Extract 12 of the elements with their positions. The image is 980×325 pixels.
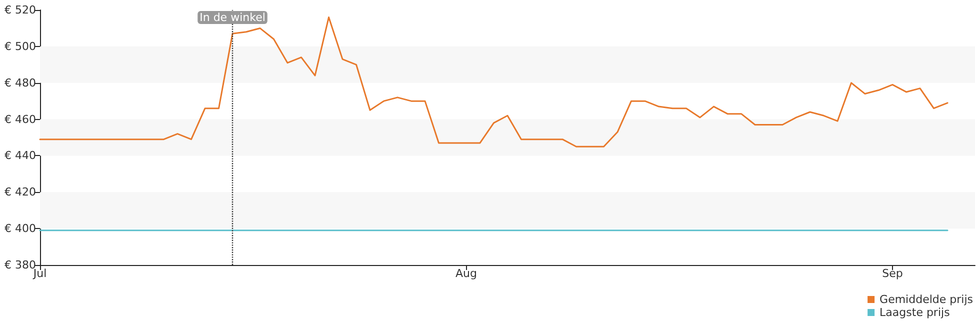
y-tick-label: € 500 — [4, 40, 36, 53]
y-tick-label: € 480 — [4, 76, 36, 90]
x-tick-label: Aug — [456, 267, 477, 280]
y-tick-label: € 400 — [4, 222, 36, 236]
x-tick-label: Sep — [882, 267, 903, 280]
legend-label: Laagste prijs — [880, 306, 950, 319]
y-tick-label: € 420 — [4, 186, 36, 199]
ref-line-label: In de winkel — [200, 11, 266, 24]
legend-label: Gemiddelde prijs — [880, 293, 974, 306]
y-tick-label: € 460 — [4, 112, 36, 126]
y-tick-label: € 520 — [4, 4, 36, 16]
y-tick-label: € 440 — [4, 149, 36, 162]
